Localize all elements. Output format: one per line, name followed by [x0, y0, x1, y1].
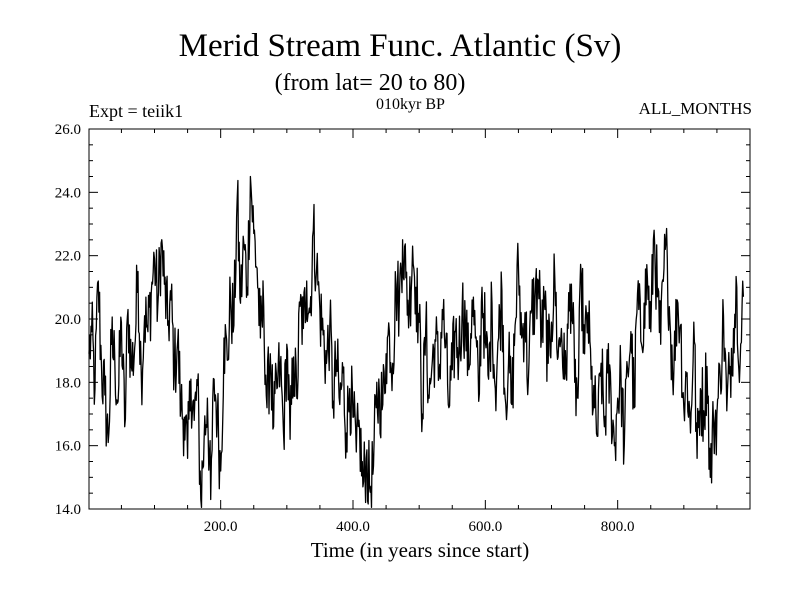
period-label: 010kyr BP — [376, 96, 445, 113]
y-tick-label: 20.0 — [55, 312, 81, 328]
chart-title: Merid Stream Func. Atlantic (Sv) — [178, 28, 622, 64]
x-tick-label: 400.0 — [336, 519, 370, 535]
y-tick-label: 16.0 — [55, 439, 81, 455]
series-line — [88, 175, 745, 509]
x-tick-label: 600.0 — [468, 519, 502, 535]
y-tick-label: 22.0 — [55, 249, 81, 265]
y-tick-label: 26.0 — [55, 122, 81, 138]
y-tick-label: 14.0 — [55, 502, 81, 518]
axis-tick-labels: 14.0 16.0 18.0 20.0 22.0 24.0 26.0 200.0 400.0 60… — [55, 122, 635, 535]
x-tick-label: 200.0 — [204, 519, 238, 535]
months-label: ALL_MONTHS — [638, 99, 752, 118]
x-tick-label: 800.0 — [601, 519, 635, 535]
y-tick-label: 24.0 — [55, 185, 81, 201]
chart-subtitle: (from lat= 20 to 80) — [274, 70, 466, 96]
axis-ticks — [89, 128, 750, 510]
y-tick-label: 18.0 — [55, 375, 81, 391]
x-axis-label: Time (in years since start) — [310, 538, 530, 562]
experiment-label: Expt = teiik1 — [89, 101, 184, 121]
